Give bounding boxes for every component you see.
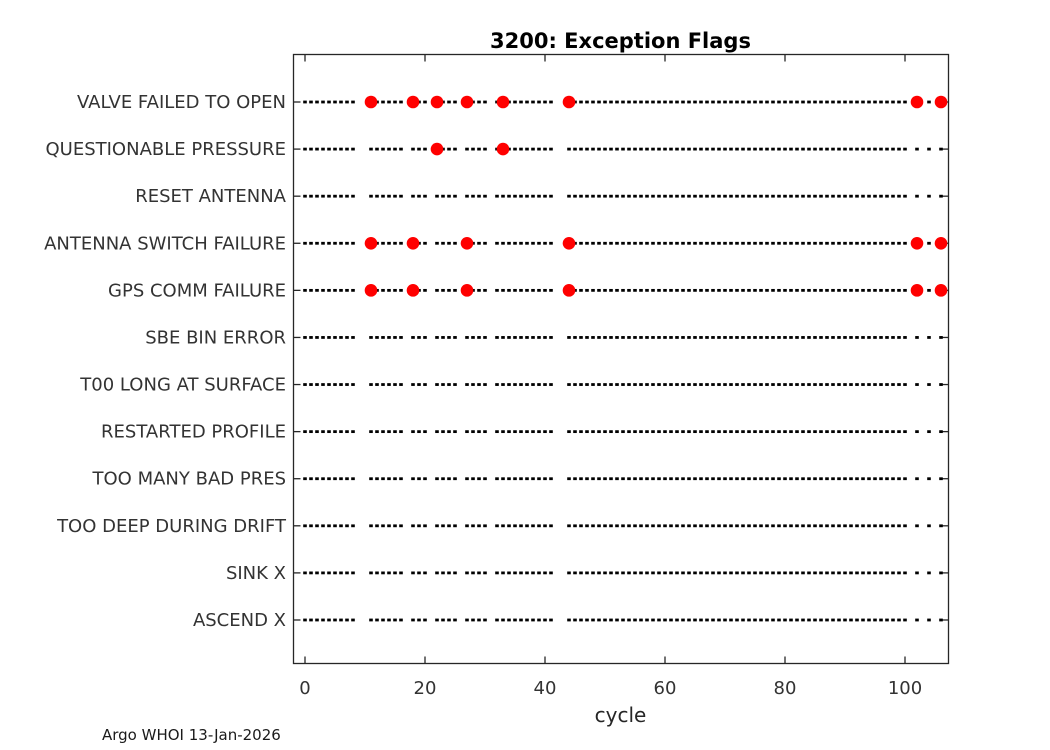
category-tick-label: RESTARTED PROFILE xyxy=(101,422,286,443)
exception-marker xyxy=(364,95,378,109)
exception-marker xyxy=(364,284,378,297)
category-tick-label: QUESTIONABLE PRESSURE xyxy=(45,139,286,160)
x-tick-label: 100 xyxy=(888,678,922,699)
category-tick-label: SBE BIN ERROR xyxy=(145,327,286,348)
baseline-row xyxy=(303,618,943,622)
exception-marker xyxy=(910,95,924,109)
exception-marker xyxy=(562,284,576,297)
exception-marker xyxy=(406,284,420,297)
x-tick-label: 80 xyxy=(774,678,797,699)
category-tick-label: T00 LONG AT SURFACE xyxy=(79,375,286,396)
exception-marker xyxy=(562,236,576,250)
baseline-row xyxy=(303,241,943,245)
exception-marker xyxy=(934,95,948,109)
baseline-row xyxy=(303,147,943,151)
exception-marker xyxy=(910,284,924,297)
exception-marker xyxy=(430,95,444,109)
baseline-row xyxy=(303,100,943,104)
exception-marker xyxy=(460,95,474,109)
x-tick-label: 40 xyxy=(534,678,557,699)
baseline-dots xyxy=(303,100,943,622)
baseline-row xyxy=(303,288,943,292)
baseline-row xyxy=(303,571,943,575)
exception-marker xyxy=(460,236,474,250)
baseline-row xyxy=(303,383,943,386)
exception-marker xyxy=(406,236,420,250)
exception-markers xyxy=(364,95,948,297)
exception-marker xyxy=(364,236,378,250)
category-tick-label: RESET ANTENNA xyxy=(135,186,286,207)
x-tick-label: 20 xyxy=(414,678,437,699)
category-tick-label: TOO DEEP DURING DRIFT xyxy=(56,516,287,537)
x-tick-label: 60 xyxy=(654,678,677,699)
category-tick-label: GPS COMM FAILURE xyxy=(108,280,286,301)
x-axis-label: cycle xyxy=(594,703,647,727)
category-tick-label: ASCEND X xyxy=(193,610,286,631)
exception-marker xyxy=(460,284,474,297)
axes-box xyxy=(292,53,950,665)
exception-marker xyxy=(934,284,948,297)
chart-title: 3200: Exception Flags xyxy=(490,29,751,53)
exception-marker xyxy=(934,236,948,250)
baseline-row xyxy=(303,194,943,198)
footer-caption: Argo WHOI 13-Jan-2026 xyxy=(102,726,281,744)
exception-marker xyxy=(406,95,420,109)
exception-marker xyxy=(430,142,444,156)
category-tick-label: SINK X xyxy=(226,563,286,584)
baseline-row xyxy=(303,336,943,339)
baseline-row xyxy=(303,524,943,528)
category-tick-label: ANTENNA SWITCH FAILURE xyxy=(44,233,286,254)
x-ticks: 0 20 40 60 80 100 xyxy=(299,54,922,699)
baseline-row xyxy=(303,430,943,434)
x-tick-label: 0 xyxy=(299,678,310,699)
y-ticks: VALVE FAILED TO OPEN QUESTIONABLE PRESSUR… xyxy=(44,92,949,631)
exception-marker xyxy=(562,95,576,109)
exception-marker xyxy=(496,142,510,156)
exception-marker xyxy=(496,95,510,109)
baseline-row xyxy=(303,477,943,481)
exception-marker xyxy=(910,236,924,250)
category-tick-label: TOO MANY BAD PRES xyxy=(92,469,286,490)
category-tick-label: VALVE FAILED TO OPEN xyxy=(77,92,286,113)
